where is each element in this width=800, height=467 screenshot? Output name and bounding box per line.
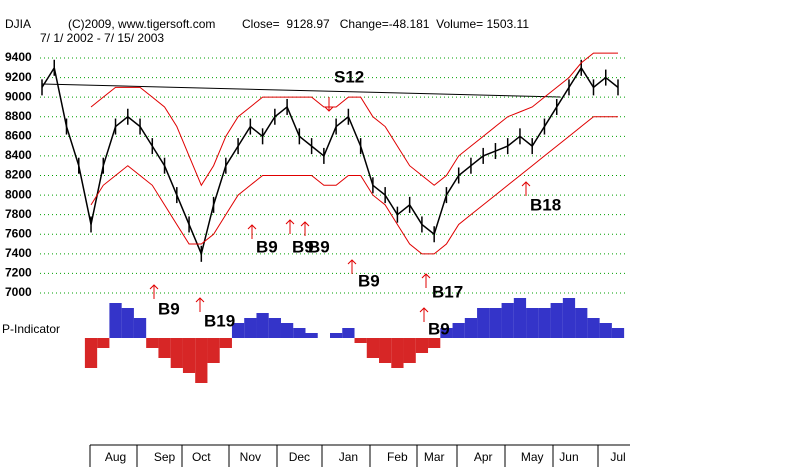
indicator-bar [133,318,147,338]
indicator-bar [526,308,539,338]
indicator-bar [330,333,343,338]
x-tick-label: Jun [559,450,578,464]
indicator-bar [489,308,502,338]
y-tick-label: 8400 [5,148,32,162]
indicator-bar [379,338,392,363]
indicator-bar [231,323,245,338]
stats: Close= 9128.97 Change=-48.181 Volume= 15… [242,17,529,31]
indicator-bar [84,338,98,368]
indicator-bar [109,303,122,338]
y-tick-label: 9000 [5,89,32,103]
indicator-bar [256,313,269,338]
x-tick-label: Jan [339,450,358,464]
indicator-bar [611,328,625,338]
signal-arrow-head [247,224,257,230]
copyright: (C)2009, www.tigersoft.com [68,17,215,31]
indicator-bar [440,328,453,338]
indicator-bar [575,308,588,338]
x-tick-label: Feb [387,450,408,464]
indicator-bar [477,308,490,338]
indicator-bar [182,338,196,373]
y-tick-label: 8200 [5,168,32,182]
indicator-bar [158,338,171,358]
x-tick-label: Apr [474,450,493,464]
indicator-bar [268,318,281,338]
x-tick-label: Dec [289,450,310,464]
signal-label: B19 [204,311,235,330]
x-tick-label: Mar [424,450,445,464]
indicator-label: P-Indicator [2,322,60,336]
price-line [41,65,619,257]
signal-label: B9 [256,237,278,256]
y-tick-label: 7400 [5,246,32,260]
y-tick-label: 8800 [5,109,32,123]
y-tick-label: 7000 [5,285,32,299]
signal-arrow-head [195,297,205,303]
indicator-bar [464,318,478,338]
x-tick-label: Nov [240,450,261,464]
indicator-bar [170,338,183,368]
signal-arrow-head [421,273,431,279]
x-tick-label: Jul [610,450,625,464]
signal-label: B9 [292,237,314,256]
signal-arrow-head [419,307,429,313]
x-tick-label: Oct [192,450,211,464]
signal-arrow-head [300,221,310,227]
signal-label: B17 [432,282,463,301]
signal-label: S12 [334,67,364,86]
indicator-bar [587,318,600,338]
y-tick-label: 7600 [5,226,32,240]
signal-label: B18 [530,195,561,214]
x-tick-label: Sep [154,450,176,464]
signal-arrow-head [285,219,295,225]
signal-label: B9 [428,319,450,338]
indicator-bar [415,338,429,353]
indicator-bar [244,318,257,338]
signal-arrow-head [324,106,334,112]
indicator-bar [599,323,612,338]
indicator-bar [501,303,514,338]
y-tick-label: 8000 [5,187,32,201]
trend-line [41,83,561,98]
indicator-bar [293,328,306,338]
x-tick-label: May [521,450,544,464]
indicator-bar [219,338,232,348]
indicator-bar [207,338,220,363]
indicator-bar [513,298,527,338]
indicator-bar [550,303,563,338]
indicator-bar [452,323,465,338]
y-tick-label: 7800 [5,207,32,221]
band-line [90,52,618,187]
indicator-bar [195,338,208,383]
indicator-bar [538,308,551,338]
indicator-bar [354,338,367,343]
signal-arrow-head [347,259,357,265]
signal-label: B9 [158,299,180,318]
indicator-bar [97,338,110,348]
chart-title: DJIA [5,17,31,31]
signal-arrow-head [521,181,531,187]
indicator-bar [428,338,441,348]
band-line [90,116,618,255]
indicator-bar [562,298,576,338]
signal-label: B9 [308,237,330,256]
signal-arrow-head [149,284,159,290]
date-range: 7/ 1/ 2002 - 7/ 15/ 2003 [40,31,164,45]
indicator-bar [403,338,416,363]
indicator-bar [280,323,294,338]
signal-label: B9 [358,271,380,290]
y-tick-label: 9200 [5,70,32,84]
y-tick-label: 8600 [5,129,32,143]
indicator-bar [121,308,134,338]
y-tick-label: 9400 [5,50,32,64]
indicator-bar [366,338,380,358]
indicator-bar [146,338,159,348]
indicator-bar [342,328,355,338]
indicator-bar [391,338,404,368]
indicator-bar [305,333,318,338]
y-tick-label: 7200 [5,266,32,280]
x-tick-label: Aug [105,450,126,464]
